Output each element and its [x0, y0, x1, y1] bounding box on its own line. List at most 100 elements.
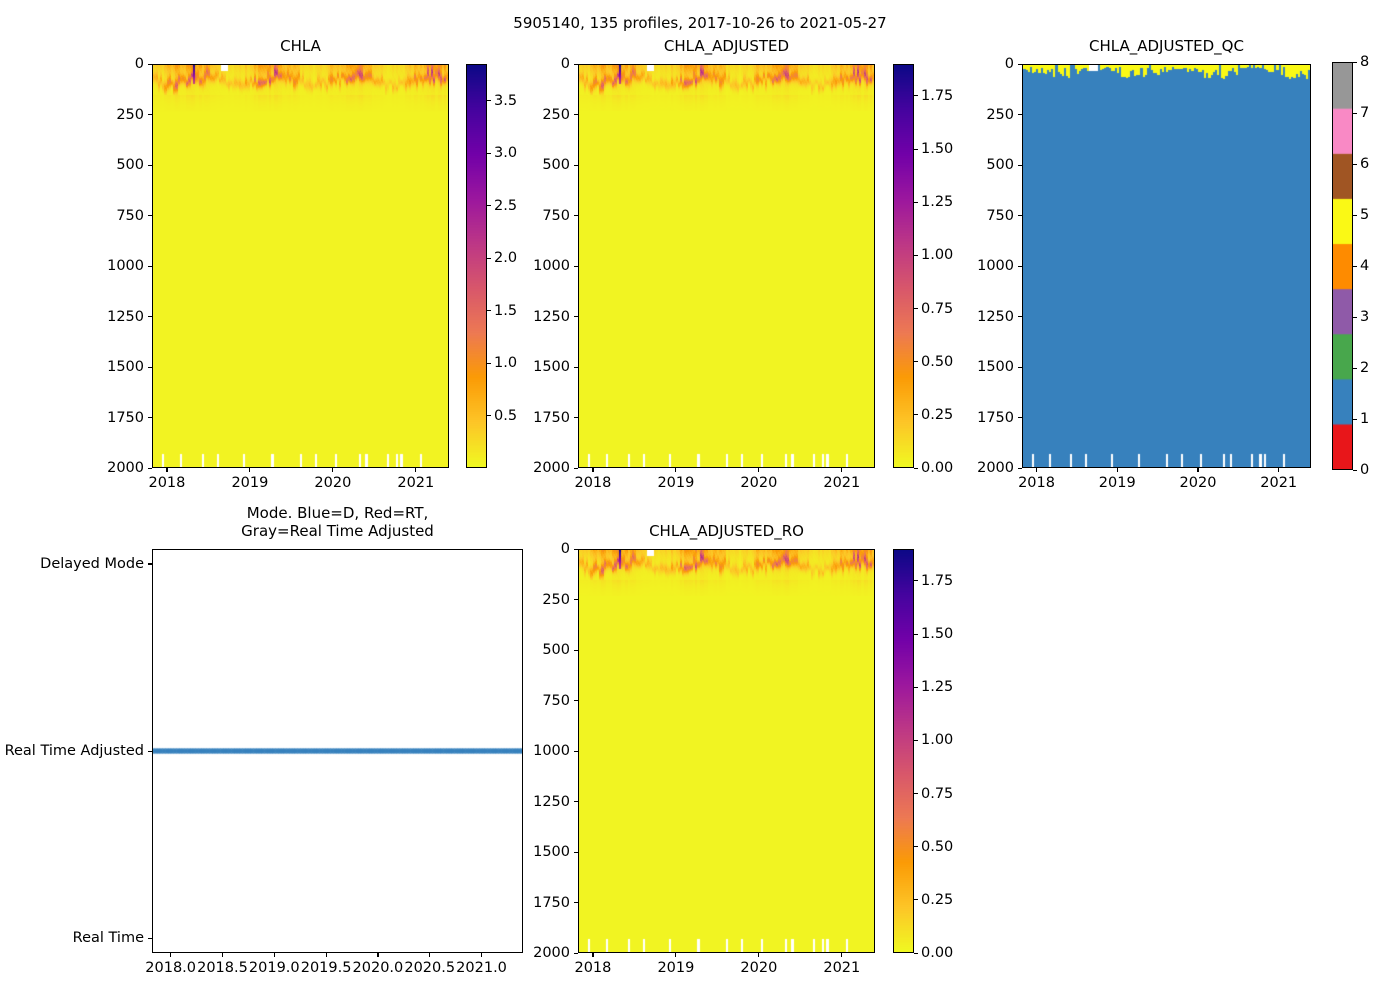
- xtick-label-chla-3: 2021: [397, 475, 435, 491]
- colorbar-tick-label-chla_adjusted_ro-0: 0.00: [921, 945, 954, 961]
- ytick-label-chla_adjusted_qc-6: 1500: [977, 359, 1014, 375]
- xtick-mark-mode-3: [325, 953, 327, 957]
- xtick-mark-mode-2: [273, 953, 275, 957]
- colorbar-tick-mark-chla-1: [487, 362, 491, 364]
- colorbar-tick-label-chla-1: 1.0: [494, 355, 518, 372]
- ytick-label-chla_adjusted_qc-8: 2000: [977, 460, 1014, 476]
- panel-title-chla_adjusted_qc: CHLA_ADJUSTED_QC: [1089, 37, 1244, 55]
- colorbar-tick-mark-chla_adjusted_qc-7: [1353, 112, 1357, 114]
- ytick-mark-mode-0: [148, 937, 152, 939]
- ytick-label-chla_adjusted_ro-7: 1750: [533, 894, 570, 911]
- colorbar-tick-mark-chla_adjusted-3: [914, 308, 918, 310]
- colorbar-tick-mark-chla_adjusted-2: [914, 361, 918, 363]
- colorbar-tick-label-chla_adjusted_ro-3: 0.75: [921, 785, 954, 802]
- xtick-mark-chla_adjusted_qc-0: [1036, 468, 1038, 472]
- heatmap-chla_adjusted_qc: [1023, 65, 1310, 467]
- colorbar-tick-label-chla_adjusted_qc-5: 5: [1360, 207, 1370, 223]
- ytick-label-chla_adjusted-1: 250: [542, 106, 570, 123]
- ytick-mark-chla_adjusted_qc-3: [1018, 215, 1022, 217]
- xtick-label-mode-3: 2019.5: [300, 960, 352, 976]
- plot-area-chla[interactable]: [152, 64, 449, 468]
- colorbar-tick-mark-chla-0: [487, 415, 491, 417]
- ytick-mark-chla-5: [148, 316, 152, 318]
- plot-area-chla_adjusted_qc[interactable]: [1022, 64, 1311, 468]
- plot-area-chla_adjusted[interactable]: [578, 64, 875, 468]
- ytick-label-chla_adjusted_qc-4: 1000: [977, 258, 1014, 274]
- ytick-mark-chla_adjusted-6: [574, 366, 578, 368]
- xtick-mark-mode-0: [170, 953, 172, 957]
- panel-title-chla: CHLA: [280, 37, 321, 55]
- ytick-mark-chla_adjusted-7: [574, 417, 578, 419]
- colorbar-tick-mark-chla_adjusted_ro-0: [914, 952, 918, 954]
- xtick-label-mode-1: 2018.5: [197, 960, 248, 976]
- colorbar-tick-label-chla_adjusted-5: 1.25: [921, 194, 954, 211]
- ytick-label-mode-1: Real Time Adjusted: [4, 743, 144, 759]
- colorbar-tick-mark-chla_adjusted_qc-2: [1353, 367, 1357, 369]
- colorbar-tick-label-chla_adjusted_qc-3: 3: [1360, 309, 1370, 325]
- colorbar-tick-mark-chla_adjusted_ro-7: [914, 580, 918, 582]
- colorbar-tick-label-chla_adjusted-6: 1.50: [921, 141, 954, 158]
- xtick-label-chla_adjusted-3: 2021: [823, 475, 861, 491]
- colorbar-gradient-chla_adjusted_qc: [1333, 63, 1352, 469]
- ytick-mark-chla_adjusted_ro-6: [574, 851, 578, 853]
- xtick-mark-chla_adjusted-1: [675, 468, 677, 472]
- colorbar-chla_adjusted_qc[interactable]: [1332, 62, 1353, 470]
- colorbar-tick-label-chla_adjusted_qc-2: 2: [1360, 360, 1370, 376]
- colorbar-tick-label-chla_adjusted-2: 0.50: [921, 353, 954, 370]
- colorbar-tick-label-chla_adjusted_qc-6: 6: [1360, 156, 1370, 172]
- colorbar-tick-mark-chla_adjusted-5: [914, 201, 918, 203]
- xtick-label-chla_adjusted_qc-1: 2019: [1098, 475, 1136, 491]
- ytick-label-chla_adjusted_ro-0: 0: [560, 541, 570, 557]
- xtick-label-chla-1: 2019: [231, 475, 269, 491]
- ytick-mark-chla-1: [148, 114, 152, 116]
- heatmap-chla: [153, 65, 448, 467]
- xtick-label-chla_adjusted-1: 2019: [657, 475, 695, 491]
- ytick-label-chla_adjusted_ro-2: 500: [542, 642, 570, 658]
- colorbar-tick-label-chla_adjusted_ro-2: 0.50: [921, 838, 954, 855]
- colorbar-tick-label-chla_adjusted_ro-5: 1.25: [921, 679, 954, 696]
- xtick-mark-chla_adjusted-0: [592, 468, 594, 472]
- colorbar-tick-label-chla_adjusted-4: 1.00: [921, 247, 954, 264]
- xtick-mark-chla_adjusted_qc-2: [1197, 468, 1199, 472]
- colorbar-chla[interactable]: [466, 64, 487, 468]
- xtick-mark-mode-6: [481, 953, 483, 957]
- colorbar-tick-mark-chla-4: [487, 205, 491, 207]
- ytick-mark-chla_adjusted_qc-8: [1018, 467, 1022, 469]
- ytick-mark-chla-4: [148, 265, 152, 267]
- ytick-label-chla_adjusted-6: 1500: [533, 359, 570, 375]
- xtick-mark-chla_adjusted_ro-1: [675, 953, 677, 957]
- xtick-mark-mode-5: [429, 953, 431, 957]
- colorbar-chla_adjusted[interactable]: [893, 64, 914, 468]
- ytick-mark-chla_adjusted_qc-4: [1018, 265, 1022, 267]
- xtick-label-chla-2: 2020: [314, 475, 352, 491]
- xtick-label-mode-4: 2020.0: [352, 960, 404, 976]
- plot-area-chla_adjusted_ro[interactable]: [578, 549, 875, 953]
- xtick-label-chla_adjusted-2: 2020: [740, 475, 778, 491]
- plot-area-mode[interactable]: [152, 549, 523, 953]
- colorbar-chla_adjusted_ro[interactable]: [893, 549, 914, 953]
- colorbar-tick-label-chla_adjusted_ro-6: 1.50: [921, 626, 954, 643]
- ytick-mark-chla_adjusted_ro-8: [574, 952, 578, 954]
- ytick-mark-chla_adjusted-2: [574, 164, 578, 166]
- ytick-mark-chla_adjusted_qc-7: [1018, 417, 1022, 419]
- ytick-mark-chla-3: [148, 215, 152, 217]
- colorbar-tick-mark-chla_adjusted-0: [914, 467, 918, 469]
- ytick-mark-chla_adjusted_ro-4: [574, 750, 578, 752]
- ytick-mark-chla-2: [148, 164, 152, 166]
- ytick-label-chla-0: 0: [134, 56, 144, 72]
- colorbar-tick-label-chla-0: 0.5: [494, 407, 518, 424]
- ytick-label-chla_adjusted-7: 1750: [533, 409, 570, 426]
- colorbar-tick-label-chla_adjusted_ro-7: 1.75: [921, 572, 954, 589]
- colorbar-tick-label-chla_adjusted_qc-1: 1: [1360, 411, 1370, 427]
- xtick-mark-mode-4: [377, 953, 379, 957]
- ytick-label-chla-4: 1000: [107, 258, 144, 274]
- ytick-mark-chla_adjusted-0: [574, 63, 578, 65]
- colorbar-gradient-chla_adjusted_ro: [894, 550, 913, 952]
- ytick-label-chla_adjusted_ro-6: 1500: [533, 844, 570, 860]
- xtick-mark-chla_adjusted_ro-3: [841, 953, 843, 957]
- colorbar-tick-mark-chla_adjusted-7: [914, 95, 918, 97]
